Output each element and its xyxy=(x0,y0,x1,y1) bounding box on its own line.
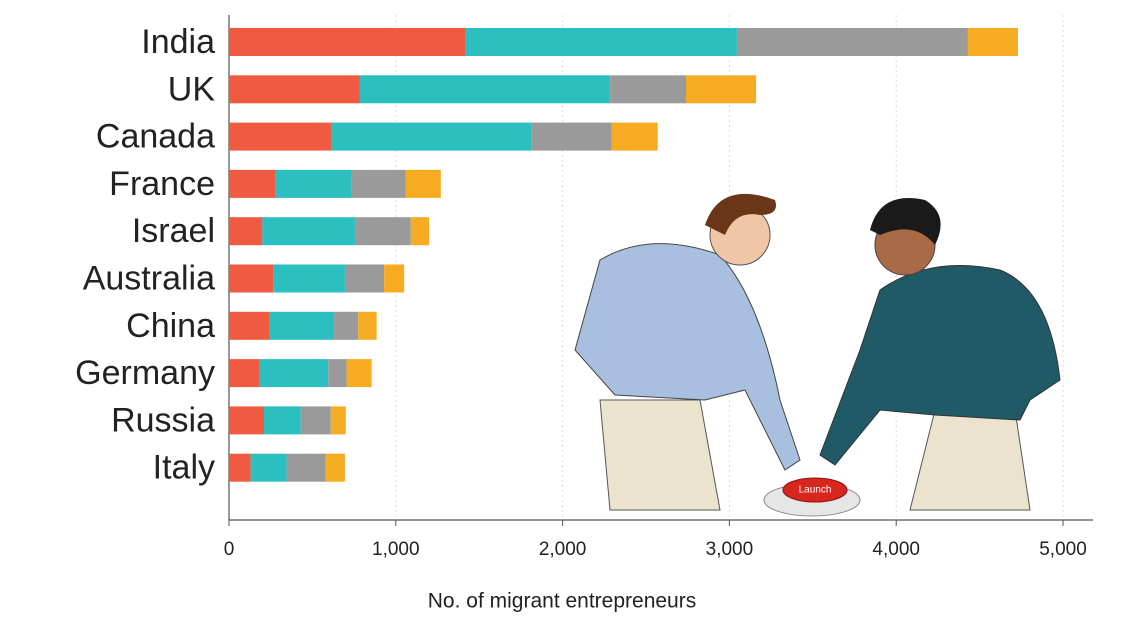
person-trousers xyxy=(909,409,1031,511)
bar-segment xyxy=(344,264,385,293)
y-tick-label: Israel xyxy=(132,212,215,250)
x-tick-label: 0 xyxy=(224,539,235,560)
bar-segment xyxy=(611,122,658,151)
person-shirt xyxy=(574,243,801,471)
x-tick-label: 4,000 xyxy=(872,539,920,560)
y-tick-label: China xyxy=(126,307,215,345)
person-hair xyxy=(870,198,941,245)
x-tick-label: 1,000 xyxy=(372,539,420,560)
illustration xyxy=(574,193,1061,517)
bar-segment xyxy=(531,122,612,151)
person-hair xyxy=(705,193,776,235)
bar-segment xyxy=(359,75,611,104)
bar-segment xyxy=(610,75,687,104)
bar-segment xyxy=(275,169,352,198)
bar-segment xyxy=(259,359,329,388)
bar-segment xyxy=(229,122,332,151)
y-tick-label: Russia xyxy=(111,401,215,439)
bar-segment xyxy=(300,406,331,435)
bar-segment xyxy=(354,217,411,246)
bar-segment xyxy=(331,122,532,151)
bar-segment xyxy=(334,311,359,340)
bar-segment xyxy=(967,28,1018,56)
bar-segment xyxy=(229,453,251,482)
bar-segment xyxy=(405,169,441,198)
bar-segment xyxy=(286,453,326,482)
x-tick-label: 5,000 xyxy=(1039,539,1087,560)
bar-segment xyxy=(686,75,757,104)
bar-segment xyxy=(229,311,270,340)
person-shirt xyxy=(819,265,1061,466)
y-tick-label: Italy xyxy=(153,449,215,487)
bar-segment xyxy=(229,264,274,293)
y-tick-label: UK xyxy=(168,70,216,108)
bar-segment xyxy=(328,359,347,388)
x-tick-label: 2,000 xyxy=(539,539,587,560)
bar-segment xyxy=(229,217,263,246)
bar-segment xyxy=(325,453,345,482)
bar-segment xyxy=(229,75,360,104)
y-tick-label: Germany xyxy=(75,354,215,392)
bar-segment xyxy=(229,169,276,198)
bar-segment xyxy=(269,311,335,340)
person-trousers xyxy=(599,399,721,511)
bar-segment xyxy=(229,28,466,56)
bar-segment xyxy=(262,217,355,246)
bar-segment xyxy=(465,28,737,56)
bar-segment xyxy=(358,311,377,340)
bar-segment xyxy=(351,169,406,198)
y-tick-label: Australia xyxy=(83,259,215,297)
button-label: Launch xyxy=(799,485,832,496)
bar-segment xyxy=(250,453,287,482)
bar-segment xyxy=(229,359,260,388)
bar-segment xyxy=(346,359,372,388)
x-tick-label: 3,000 xyxy=(706,539,754,560)
bar-segment xyxy=(736,28,968,56)
bar-segment xyxy=(330,406,346,435)
bar-segment xyxy=(273,264,345,293)
y-tick-label: Canada xyxy=(96,118,215,156)
y-tick-label: France xyxy=(109,165,215,203)
grid xyxy=(395,15,1064,520)
bar-segment xyxy=(410,217,430,246)
bar-segment xyxy=(384,264,405,293)
bar-segment xyxy=(229,406,265,435)
y-tick-label: India xyxy=(141,23,215,61)
launch-button xyxy=(782,477,848,503)
x-axis-label: No. of migrant entrepreneurs xyxy=(428,590,696,613)
bar-segment xyxy=(264,406,301,435)
